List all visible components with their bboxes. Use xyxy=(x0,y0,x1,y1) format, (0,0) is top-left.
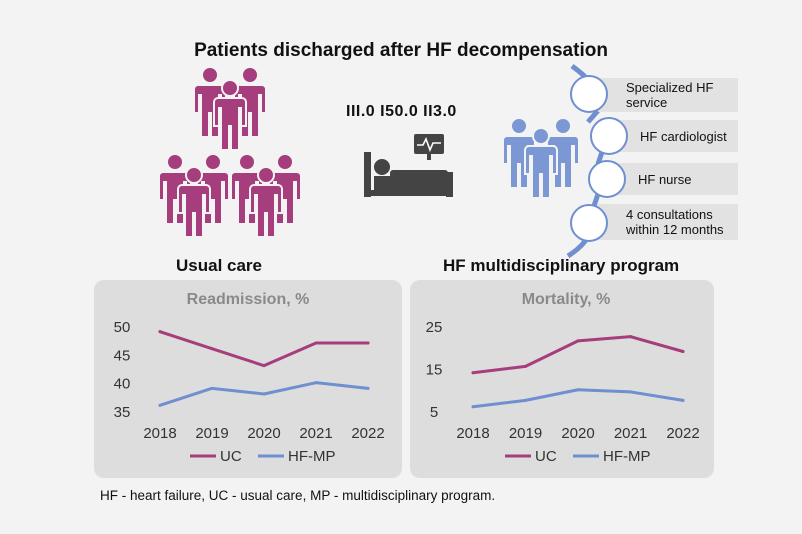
data-point xyxy=(158,330,162,334)
program-step-label: HF nurse xyxy=(638,171,692,187)
data-point xyxy=(681,350,685,353)
program-step: HF nurse xyxy=(610,163,738,195)
program-step: Specialized HF service xyxy=(598,78,738,112)
x-tick-label: 2020 xyxy=(247,425,280,442)
footnote: HF - heart failure, UC - usual care, MP … xyxy=(100,488,496,503)
hf-mp-label: HF multidisciplinary program xyxy=(443,256,680,275)
data-point xyxy=(629,335,632,339)
y-tick-label: 40 xyxy=(114,376,131,393)
data-point xyxy=(210,386,214,390)
x-tick-label: 2020 xyxy=(561,425,594,442)
hospital-bed-icon xyxy=(364,134,453,197)
step-circle xyxy=(570,75,608,113)
legend-entry: HF-MP xyxy=(603,448,651,465)
legend-entry: UC xyxy=(535,448,557,465)
data-point xyxy=(314,381,318,385)
data-point xyxy=(576,388,580,392)
y-tick-label: 25 xyxy=(426,319,443,336)
readmission-panel xyxy=(94,280,402,478)
y-tick-label: 15 xyxy=(426,362,443,379)
program-step-label: 4 consultations within 12 months xyxy=(626,207,724,237)
data-point xyxy=(314,341,318,345)
page-title: Patients discharged after HF decompensat… xyxy=(194,40,608,61)
program-step-label: Specialized HF service xyxy=(626,80,714,110)
data-point xyxy=(262,364,266,368)
data-point xyxy=(524,364,527,368)
x-tick-label: 2022 xyxy=(351,425,384,442)
usual-care-label: Usual care xyxy=(176,256,262,275)
x-tick-label: 2018 xyxy=(143,425,176,442)
y-tick-label: 45 xyxy=(114,347,131,364)
heart-monitor-icon xyxy=(414,134,444,160)
x-tick-label: 2019 xyxy=(195,425,228,442)
series-line-hf-mp xyxy=(471,388,685,409)
x-tick-label: 2019 xyxy=(509,425,542,442)
data-point xyxy=(158,403,162,407)
program-step: HF cardiologist xyxy=(612,120,738,152)
program-step: 4 consultations within 12 months xyxy=(598,204,738,240)
step-circle xyxy=(590,117,628,155)
y-tick-label: 35 xyxy=(114,404,131,421)
chart-title: Mortality, % xyxy=(522,291,611,308)
legend-entry: HF-MP xyxy=(288,448,336,465)
data-point xyxy=(210,347,214,351)
series-line-uc xyxy=(158,330,370,368)
x-tick-label: 2021 xyxy=(614,425,647,442)
data-point xyxy=(576,339,580,343)
data-point xyxy=(471,371,475,375)
x-tick-label: 2018 xyxy=(456,425,489,442)
y-tick-label: 5 xyxy=(430,404,438,421)
data-point xyxy=(524,398,527,402)
x-tick-label: 2022 xyxy=(666,425,699,442)
mortality-panel xyxy=(410,280,714,478)
program-step-label: HF cardiologist xyxy=(640,128,727,144)
y-tick-label: 50 xyxy=(114,319,131,336)
data-point xyxy=(262,392,266,396)
data-point xyxy=(471,405,475,409)
x-tick-label: 2021 xyxy=(299,425,332,442)
chart-title: Readmission, % xyxy=(187,291,310,308)
step-circle xyxy=(588,160,626,198)
data-point xyxy=(366,386,370,390)
legend-entry: UC xyxy=(220,448,242,465)
step-circle xyxy=(570,204,608,242)
data-point xyxy=(366,341,370,345)
diagnosis-codes: III.0 I50.0 II3.0 xyxy=(346,103,457,120)
data-point xyxy=(681,398,685,402)
data-point xyxy=(629,390,632,394)
